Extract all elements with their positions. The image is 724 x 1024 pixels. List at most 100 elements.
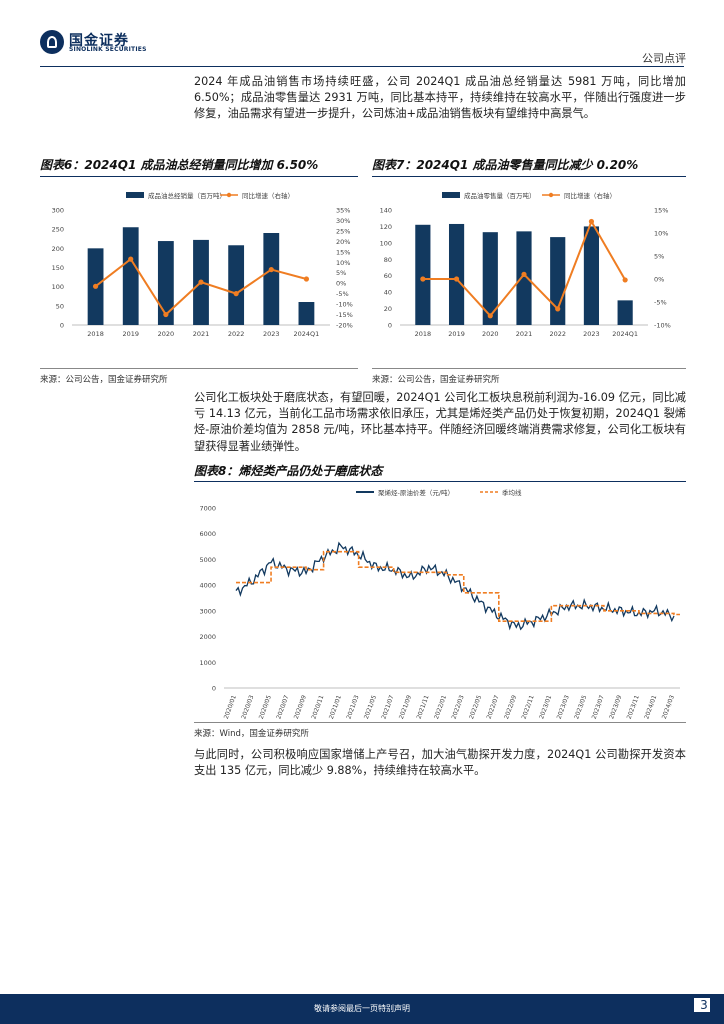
header-divider [40, 66, 684, 67]
footer-disclaimer: 敬请参阅最后一页特别声明 [314, 1004, 410, 1013]
y-tick-label: 4000 [199, 582, 216, 590]
x-tick-label: 2020 [158, 330, 175, 338]
y-right-tick-label: 10% [336, 259, 350, 267]
x-tick-label: 2024/03 [661, 694, 676, 720]
x-tick-label: 2022/05 [468, 694, 483, 720]
x-tick-label: 2023 [263, 330, 280, 338]
x-tick-label: 2020 [482, 330, 499, 338]
y-left-tick-label: 40 [384, 289, 392, 297]
y-right-tick-label: 5% [336, 269, 346, 277]
x-tick-label: 2024Q1 [612, 330, 638, 338]
y-right-tick-label: 15% [336, 248, 350, 256]
figure7-source-rule [372, 368, 686, 369]
line-point [521, 271, 527, 277]
y-right-tick-label: -10% [654, 322, 671, 330]
line-point [588, 218, 595, 225]
y-left-tick-label: 50 [56, 302, 64, 310]
spread-line [235, 541, 675, 631]
y-tick-label: 2000 [199, 633, 216, 641]
logo-text-cn: 国金证券 [69, 33, 129, 49]
y-left-tick-label: 100 [52, 283, 64, 291]
x-tick-label: 2022 [549, 330, 566, 338]
logo-text-en: SINOLINK SECURITIES [69, 46, 147, 53]
x-tick-label: 2024Q1 [294, 330, 320, 338]
logo-mark-icon [40, 30, 64, 54]
y-right-tick-label: 20% [336, 238, 350, 246]
x-tick-label: 2019 [122, 330, 139, 338]
y-right-tick-label: 0% [654, 276, 664, 284]
line-point [92, 283, 99, 289]
legend-line-label: 同比增速（右轴） [564, 191, 616, 200]
x-tick-label: 2022/09 [503, 694, 518, 720]
y-left-tick-label: 80 [384, 256, 392, 264]
y-left-tick-label: 200 [52, 245, 64, 253]
x-tick-label: 2021 [516, 330, 533, 338]
line-point [128, 256, 134, 262]
y-right-tick-label: 5% [654, 253, 664, 261]
legend-line-marker [226, 192, 232, 198]
y-left-tick-label: 120 [380, 223, 392, 231]
y-left-tick-label: 60 [384, 272, 392, 280]
x-tick-label: 2020/09 [293, 694, 308, 720]
y-right-tick-label: 10% [654, 230, 668, 238]
y-tick-label: 1000 [199, 659, 216, 667]
line-point [420, 276, 426, 282]
legend-bar-label: 成品油零售量（百万吨） [464, 191, 536, 200]
x-tick-label: 2018 [415, 330, 432, 338]
y-left-tick-label: 20 [384, 305, 392, 313]
paragraph-refined-oil: 2024 年成品油销售市场持续旺盛，公司 2024Q1 成品油总经销量达 598… [194, 75, 686, 121]
y-left-tick-label: 250 [52, 226, 64, 234]
figure6-source: 来源：公司公告，国金证券研究所 [40, 375, 168, 385]
x-tick-label: 2021/05 [363, 694, 378, 720]
figure8-rule [194, 481, 686, 482]
x-tick-label: 2022/03 [451, 694, 466, 720]
y-left-tick-label: 100 [380, 239, 392, 247]
bar [617, 300, 633, 325]
x-tick-label: 2020/07 [275, 694, 290, 720]
y-right-tick-label: -15% [336, 311, 353, 319]
x-tick-label: 2022/01 [433, 694, 448, 720]
line-point [555, 306, 561, 312]
x-tick-label: 2022/11 [521, 694, 536, 720]
y-right-tick-label: -20% [336, 322, 353, 330]
legend-bar-label: 成品油总经销量（百万吨） [148, 191, 226, 200]
bar [415, 224, 431, 325]
bar [482, 232, 498, 325]
x-tick-label: 2022/07 [486, 694, 501, 720]
y-tick-label: 7000 [199, 505, 216, 513]
paragraph-capex: 与此同时，公司积极响应国家增储上产号召，加大油气勘探开发力度，2024Q1 公司… [194, 748, 686, 778]
x-tick-label: 2020/03 [240, 694, 255, 720]
legend-line-label: 同比增速（右轴） [242, 191, 294, 200]
logo: 国金证券 SINOLINK SECURITIES [40, 30, 150, 56]
line-point [487, 313, 493, 319]
y-right-tick-label: -5% [654, 299, 667, 307]
y-left-tick-label: 150 [52, 264, 64, 272]
y-right-tick-label: 35% [336, 207, 350, 215]
x-tick-label: 2023/07 [591, 694, 606, 720]
y-right-tick-label: -10% [336, 301, 353, 309]
x-tick-label: 2020/05 [258, 694, 273, 720]
line-point [622, 277, 628, 283]
x-tick-label: 2021/11 [415, 694, 430, 720]
bar [263, 233, 280, 325]
x-tick-label: 2023/01 [538, 694, 553, 720]
figure6-source-rule [40, 368, 358, 369]
y-left-tick-label: 0 [388, 322, 392, 330]
bar [448, 223, 465, 325]
x-tick-label: 2024/01 [643, 694, 658, 720]
y-right-tick-label: 25% [336, 227, 350, 235]
bar [157, 241, 174, 325]
figure6-rule [40, 176, 358, 177]
x-tick-label: 2022 [228, 330, 245, 338]
y-tick-label: 5000 [199, 556, 216, 564]
x-tick-label: 2023/11 [626, 694, 641, 720]
y-left-tick-label: 0 [60, 322, 64, 330]
line-point [453, 276, 460, 282]
x-tick-label: 2021/01 [328, 694, 343, 720]
x-tick-label: 2023/03 [556, 694, 571, 720]
bar [583, 226, 600, 325]
bar [122, 227, 139, 325]
y-tick-label: 0 [212, 685, 216, 693]
figure8-source-rule [194, 722, 686, 723]
figure8-title: 图表8：烯烃类产品仍处于磨底状态 [194, 464, 383, 478]
